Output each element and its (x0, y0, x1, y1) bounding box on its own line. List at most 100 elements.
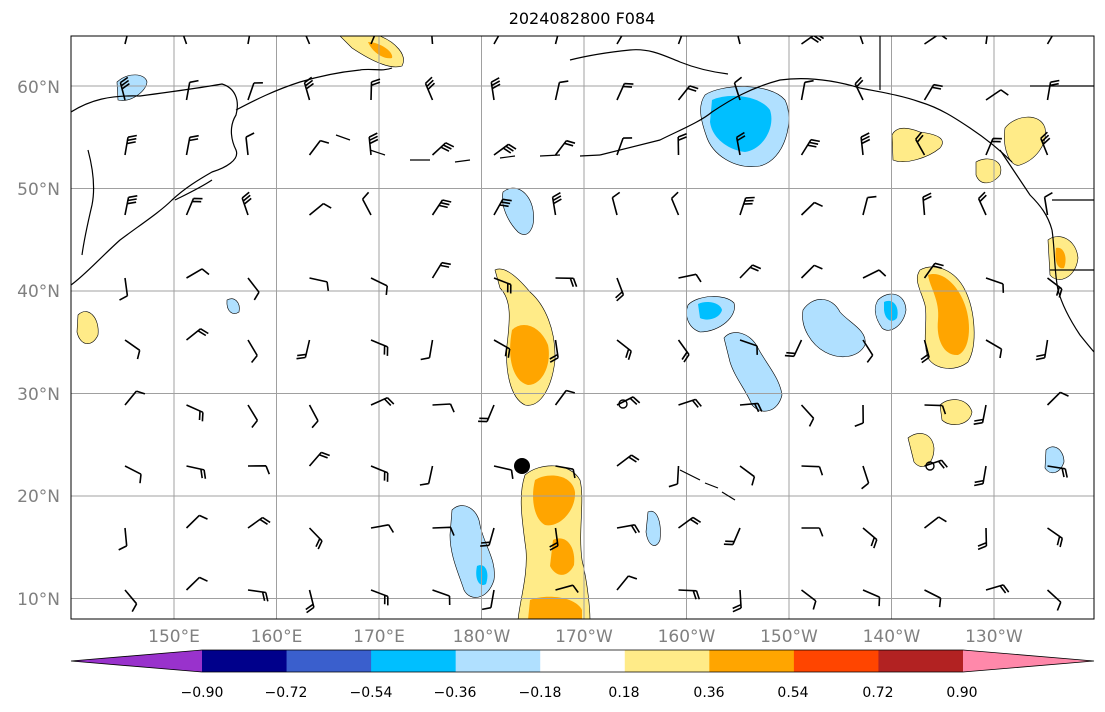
wind-barb (611, 191, 621, 216)
wind-barb (555, 465, 576, 479)
wind-barb (801, 36, 825, 45)
colorbar-segment (286, 650, 372, 672)
coast-panhandle (999, 149, 1053, 231)
contour-midblue-142w (884, 300, 898, 321)
wind-barb (616, 339, 632, 360)
wind-barb (305, 36, 311, 45)
lon-label: 140°W (863, 627, 921, 647)
wind-barb (481, 589, 495, 611)
lon-label: 180°W (453, 627, 511, 647)
wind-barb (739, 465, 756, 486)
wind-barb (124, 195, 138, 216)
wind-barb (478, 404, 495, 423)
colorbar (70, 649, 1095, 673)
wind-barb (185, 79, 199, 101)
wind-barb (920, 339, 930, 364)
wind-barb (1043, 192, 1053, 216)
wind-barb (185, 197, 203, 216)
wind-barb (554, 36, 559, 45)
contour-yellow-top (339, 36, 404, 68)
wind-barb (308, 527, 323, 550)
wind-barb (616, 454, 640, 467)
coast-north-america (1051, 229, 1094, 353)
contour-blue-small-c (226, 298, 240, 314)
wind-barb (124, 134, 137, 156)
graticule (71, 36, 1094, 619)
wind-barb (370, 524, 395, 533)
wind-barb (670, 191, 680, 216)
wind-barb (922, 192, 932, 216)
wind-barb (677, 339, 690, 363)
colorbar-tick-labels: −0.90 −0.72 −0.54 −0.36 −0.18 0.18 0.36 … (181, 685, 978, 701)
wind-barb (370, 78, 381, 101)
contour-blue-155w (723, 332, 783, 412)
colorbar-tick-label: −0.90 (181, 685, 224, 701)
wind-barb (801, 527, 824, 537)
wind-barb (985, 89, 1009, 101)
wind-barb (554, 139, 576, 156)
wind-barb (124, 36, 128, 45)
wind-barb (432, 589, 451, 606)
wind-barb (370, 465, 389, 482)
longitude-labels: 150°E 160°E 170°E 180°W 170°W 160°W 150°… (148, 627, 1023, 647)
wind-barb (480, 527, 495, 547)
map-plot-area (71, 36, 1094, 619)
coastlines (71, 36, 1094, 501)
wind-barb (370, 589, 389, 606)
lat-label: 60°N (17, 78, 60, 98)
wind-barb (247, 589, 269, 602)
contour-fills (76, 36, 1079, 619)
wind-barb (420, 339, 434, 361)
wind-barb (370, 339, 389, 356)
lat-label: 20°N (17, 487, 60, 507)
contour-yellow-sw (76, 311, 99, 344)
coast-hawaii (679, 469, 736, 501)
coast-asia-sakhalin (81, 149, 95, 256)
lon-label: 160°E (251, 627, 303, 647)
wind-barb (678, 273, 702, 283)
wind-barb (554, 389, 576, 406)
wind-barb (124, 465, 142, 484)
wind-barb (308, 202, 332, 216)
wind-barb (800, 264, 823, 279)
colorbar-segment (624, 650, 710, 672)
wind-barb (247, 339, 258, 363)
wind-barb (1040, 131, 1051, 156)
contour-yellow-alaska-a (891, 127, 943, 162)
wind-barb (739, 402, 763, 413)
contour-orange-top (368, 42, 393, 59)
colorbar-extend-low (71, 650, 202, 672)
wind-barb (854, 76, 864, 101)
colorbar-segment (371, 650, 457, 672)
contour-yellow-137w (939, 399, 973, 425)
wind-barb (186, 404, 204, 422)
wind-barb (431, 142, 455, 156)
colorbar-tick-label: −0.72 (265, 685, 308, 701)
wind-barb (862, 195, 877, 216)
lat-label: 40°N (17, 282, 60, 302)
wind-barb (185, 576, 208, 591)
wind-barb (247, 465, 271, 475)
wind-barb (723, 527, 741, 546)
wind-barb (124, 339, 141, 360)
wind-barb (800, 404, 815, 427)
colorbar-extend-high (963, 650, 1094, 672)
wind-barb (862, 269, 887, 279)
wind-barb (185, 514, 208, 529)
coast-alaska-south (599, 78, 1013, 163)
wind-barb (924, 36, 948, 45)
wind-barb (118, 527, 128, 551)
wind-barb (370, 396, 395, 406)
wind-barb (308, 139, 330, 156)
lon-label: 170°W (555, 627, 613, 647)
wind-barb (615, 277, 625, 302)
wind-barb (247, 36, 251, 45)
wind-barb (1047, 527, 1064, 548)
wind-barb (861, 465, 870, 490)
wind-barb (677, 85, 699, 101)
contour-blue-148w (802, 299, 866, 358)
wind-barb (985, 277, 1005, 293)
colorbar-segment (455, 650, 541, 672)
wind-barb (493, 339, 511, 358)
wind-barb (549, 339, 559, 363)
